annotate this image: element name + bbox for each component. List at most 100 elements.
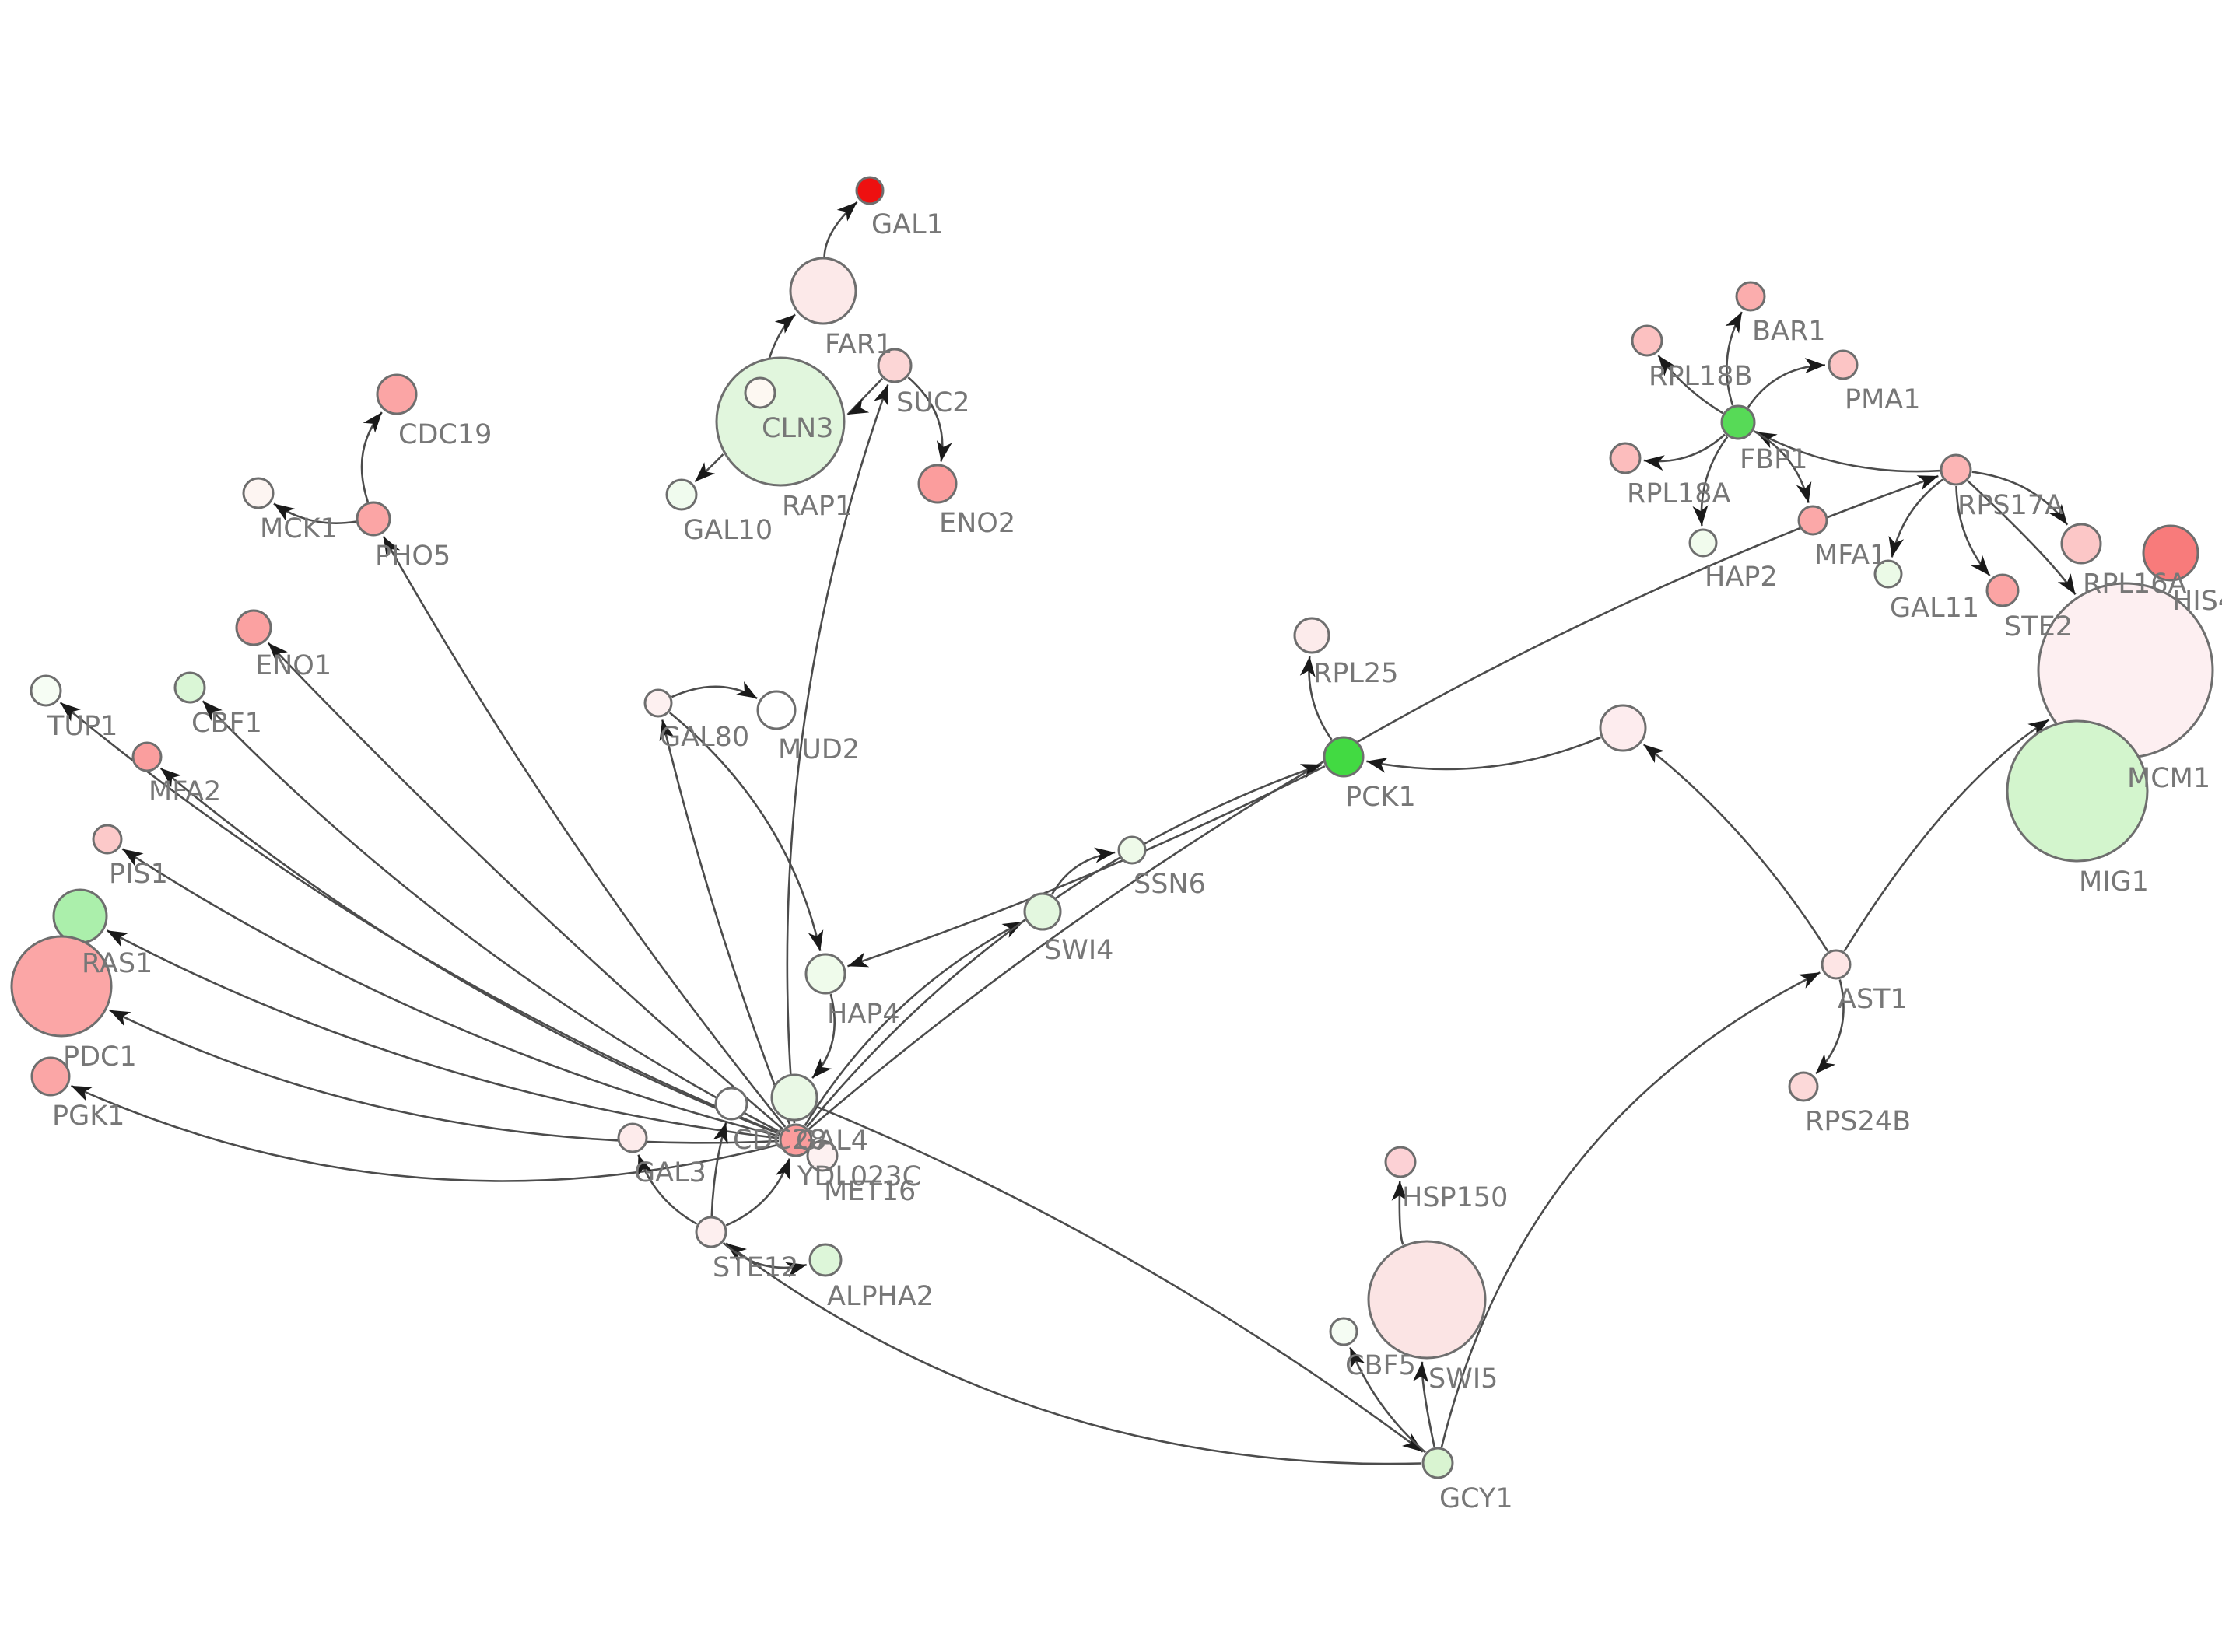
- edge-GCY1-AST1[interactable]: [1440, 971, 1821, 1447]
- edge-GCY1-SWI5[interactable]: [1413, 1361, 1435, 1447]
- label-YDL023C: YDL023C: [797, 1161, 921, 1192]
- node-MET16[interactable]: [806, 1139, 839, 1172]
- edge-FBP1-BAR1[interactable]: [1725, 311, 1744, 406]
- node-MFA1[interactable]: [1797, 505, 1828, 536]
- edge-YDL023C-PGK1[interactable]: [70, 1084, 780, 1182]
- edge-GCY1-STE12[interactable]: [725, 1242, 1422, 1465]
- edge-PHO5-CDC19[interactable]: [360, 411, 383, 502]
- node-MCK1[interactable]: [242, 477, 275, 509]
- node-BAR1[interactable]: [1735, 281, 1766, 312]
- node-SUC2[interactable]: [877, 348, 913, 383]
- node-RPL25[interactable]: [1293, 617, 1330, 654]
- edge-UNNAMED-PCK1[interactable]: [1366, 736, 1601, 773]
- edge-FAR1-GAL1[interactable]: [823, 201, 858, 257]
- node-GCY1[interactable]: [1421, 1447, 1454, 1479]
- edge-YDL023C-SUC2[interactable]: [786, 384, 889, 1124]
- node-ENO2[interactable]: [917, 464, 958, 504]
- node-SWI4[interactable]: [1023, 892, 1062, 931]
- node-ALPHA2[interactable]: [808, 1243, 843, 1277]
- node-HSP150[interactable]: [1384, 1146, 1417, 1178]
- node-GAL3[interactable]: [617, 1122, 648, 1153]
- edge-STE12-ALPHA2[interactable]: [722, 1241, 808, 1278]
- node-GAL4[interactable]: [770, 1073, 818, 1122]
- node-PCK1[interactable]: [1323, 736, 1365, 778]
- node-SWI5[interactable]: [1367, 1240, 1487, 1360]
- node-GAL1[interactable]: [855, 176, 885, 205]
- edge-FBP1-HAP2[interactable]: [1692, 436, 1729, 527]
- node-PIS1[interactable]: [92, 824, 123, 855]
- node-TUP1[interactable]: [30, 674, 62, 707]
- edge-YDL023C-MFA2[interactable]: [159, 767, 780, 1136]
- node-YDL023C[interactable]: [779, 1123, 813, 1157]
- node-CBF5[interactable]: [1329, 1317, 1358, 1346]
- node-RPL18B[interactable]: [1631, 324, 1663, 357]
- node-HAP2[interactable]: [1688, 528, 1718, 558]
- edge-GAL4-GCY1[interactable]: [816, 1105, 1424, 1453]
- edge-FBP1-RPL18A[interactable]: [1643, 433, 1726, 471]
- node-UNNAMED[interactable]: [1599, 704, 1647, 752]
- node-RPL16A[interactable]: [2060, 523, 2102, 565]
- edge-PCK1-RPL25[interactable]: [1299, 656, 1333, 740]
- edge-PHO5-MCK1[interactable]: [273, 502, 356, 524]
- node-FAR1[interactable]: [789, 257, 857, 325]
- edge-GAL80-MUD2[interactable]: [671, 681, 758, 700]
- edge-HAP4-GAL4[interactable]: [811, 993, 836, 1079]
- node-FBP1[interactable]: [1720, 404, 1756, 440]
- edge-STE12-YDL023C[interactable]: [725, 1158, 791, 1227]
- edge-STE12-CDC28[interactable]: [710, 1122, 728, 1216]
- node-PMA1[interactable]: [1828, 349, 1859, 380]
- edge-YDL023C-PIS1[interactable]: [121, 848, 780, 1137]
- edge-RPS17A-RPL16A[interactable]: [1971, 471, 2069, 526]
- node-MFA2[interactable]: [131, 741, 163, 772]
- node-GAL11[interactable]: [1873, 559, 1903, 589]
- edge-YDL023C-SWI4[interactable]: [804, 920, 1024, 1126]
- edge-AST1-RPS24B[interactable]: [1815, 979, 1845, 1075]
- node-CDC19[interactable]: [376, 373, 418, 415]
- node-ENO1[interactable]: [235, 609, 272, 646]
- node-CBF1[interactable]: [173, 671, 206, 704]
- node-STE2[interactable]: [1985, 573, 2020, 607]
- edge-PCK1-HAP4[interactable]: [846, 765, 1326, 968]
- edge-AST1-MCM1[interactable]: [1843, 719, 2050, 952]
- edge-YDL023C-PHO5[interactable]: [382, 535, 787, 1128]
- edge-RAP1-GAL10[interactable]: [694, 452, 725, 483]
- edge-AST1-UNNAMED[interactable]: [1642, 744, 1829, 952]
- edge-FBP1-PMA1[interactable]: [1747, 358, 1826, 408]
- edge-RPS17A-FBP1[interactable]: [1755, 431, 1940, 473]
- edge-YDL023C-RAS1[interactable]: [106, 929, 780, 1139]
- node-CDC28[interactable]: [714, 1087, 748, 1121]
- node-HIS4[interactable]: [2142, 524, 2199, 582]
- edge-YDL023C-CBF1[interactable]: [202, 700, 782, 1134]
- edge-GAL80-HAP4[interactable]: [668, 712, 824, 951]
- edge-YDL023C-GAL80[interactable]: [659, 719, 791, 1125]
- node-STE12[interactable]: [695, 1216, 727, 1248]
- node-HAP4[interactable]: [804, 953, 846, 995]
- edge-RPS17A-GAL11[interactable]: [1888, 478, 1943, 558]
- node-GAL80[interactable]: [643, 688, 673, 718]
- node-MIG1[interactable]: [2006, 719, 2149, 863]
- node-CLN3[interactable]: [744, 376, 776, 409]
- label-PGK1: PGK1: [52, 1101, 124, 1132]
- node-SSN6[interactable]: [1117, 835, 1147, 865]
- node-RPL18A[interactable]: [1609, 442, 1642, 474]
- edge-YDL023C-PDC1[interactable]: [109, 1009, 780, 1144]
- node-PGK1[interactable]: [30, 1056, 71, 1097]
- node-RAS1[interactable]: [52, 888, 108, 944]
- edge-GCY1-CBF5[interactable]: [1349, 1346, 1426, 1454]
- node-PHO5[interactable]: [356, 501, 391, 537]
- edge-FBP1-RPL18B[interactable]: [1657, 355, 1723, 415]
- edge-YDL023C-ENO1[interactable]: [267, 642, 784, 1130]
- node-RPS17A[interactable]: [1940, 453, 1972, 486]
- edge-RPS17A-MCM1[interactable]: [1967, 480, 2077, 596]
- node-PDC1[interactable]: [10, 935, 113, 1038]
- edge-STE12-GAL3[interactable]: [637, 1154, 698, 1225]
- edge-SWI5-HSP150[interactable]: [1391, 1180, 1407, 1245]
- node-RPS24B[interactable]: [1788, 1071, 1819, 1102]
- edge-RPS17A-STE2[interactable]: [1955, 485, 1991, 576]
- node-GAL10[interactable]: [665, 478, 698, 511]
- edge-SUC2-ENO2[interactable]: [907, 376, 952, 462]
- node-MUD2[interactable]: [756, 690, 797, 730]
- node-AST1[interactable]: [1821, 949, 1852, 980]
- edge-FBP1-MFA1[interactable]: [1753, 429, 1812, 503]
